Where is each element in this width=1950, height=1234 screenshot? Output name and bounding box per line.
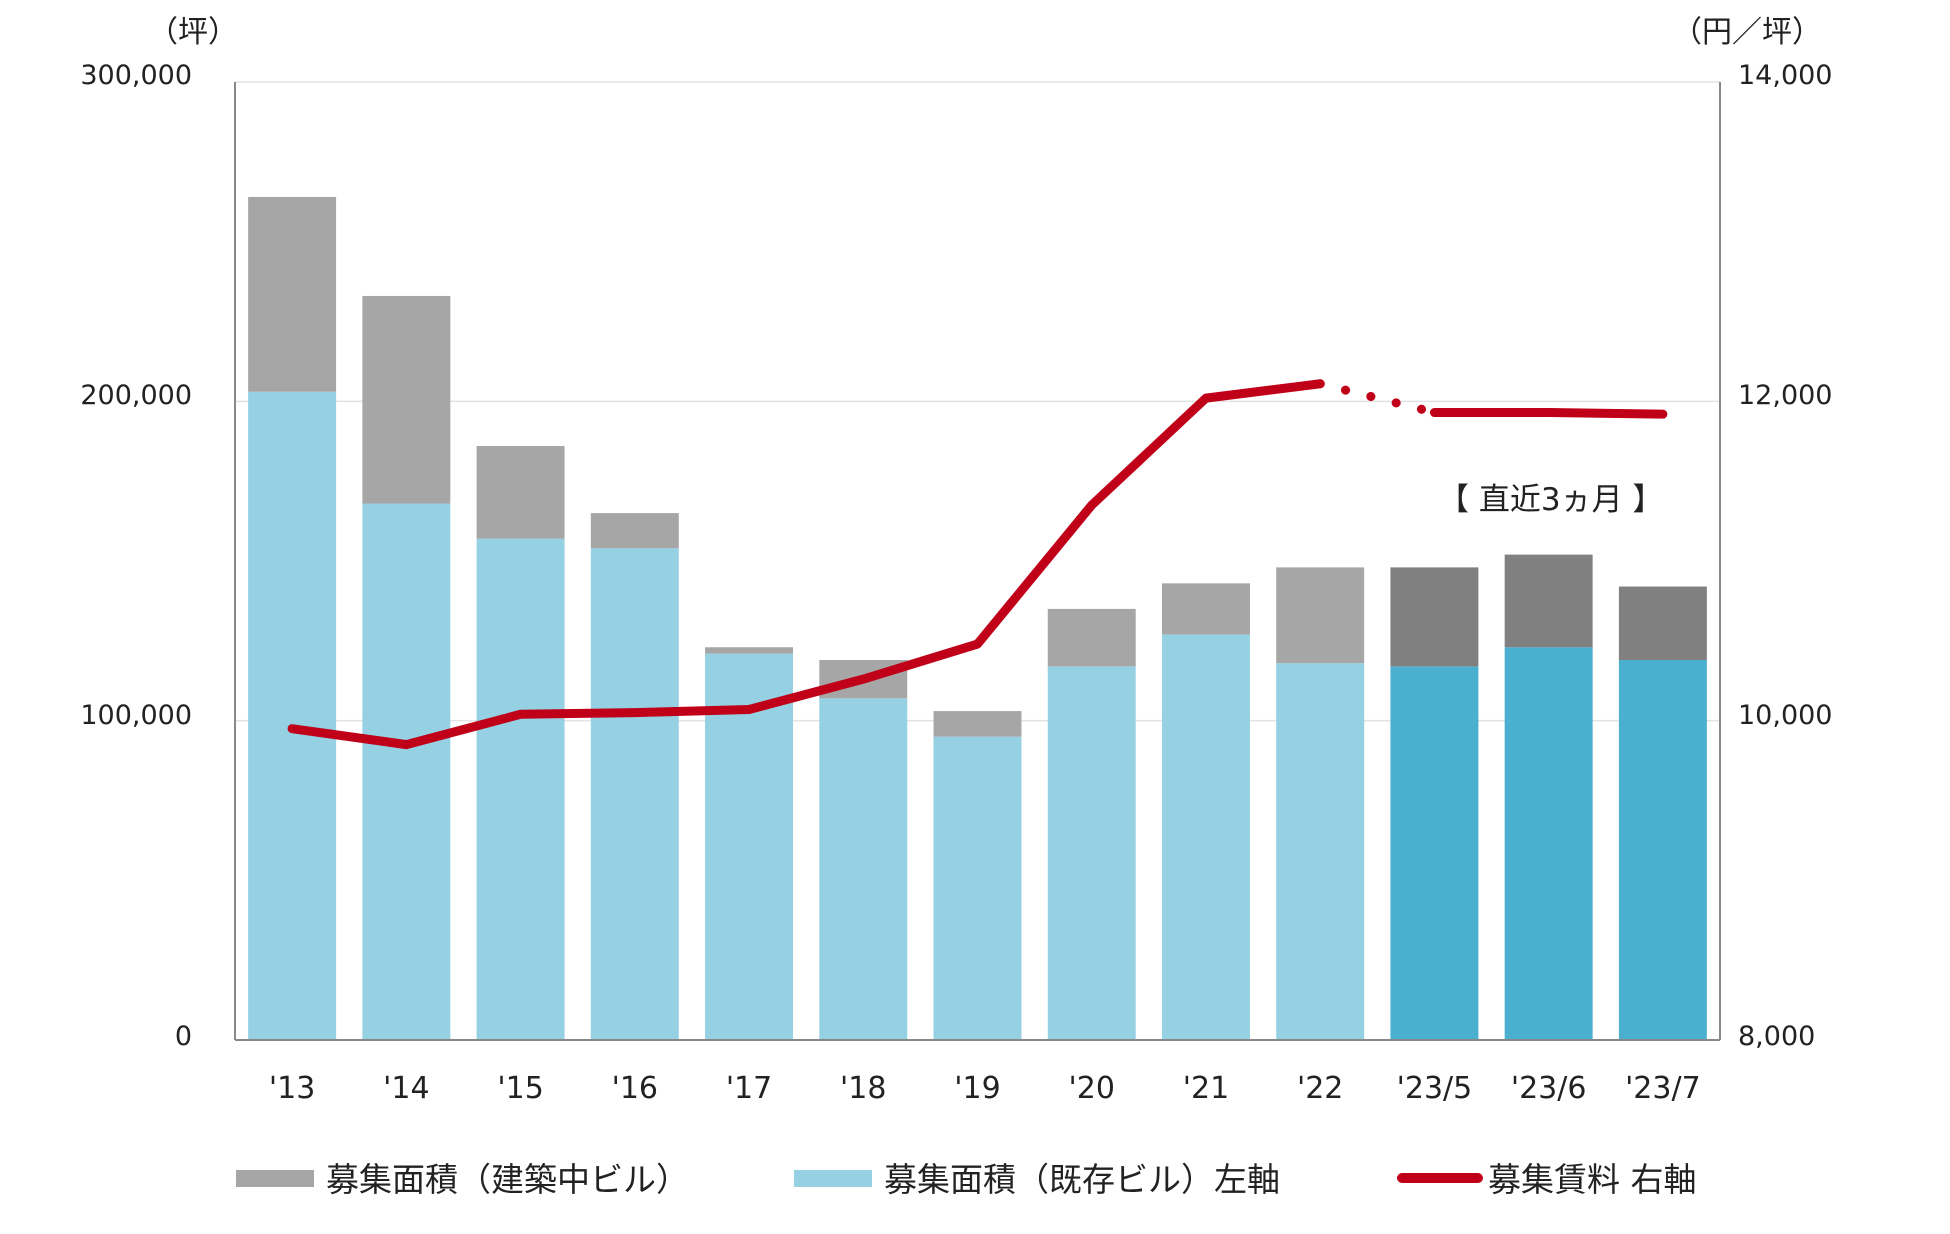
bar-construction — [362, 295, 451, 504]
bar-existing — [1276, 663, 1365, 1040]
legend-swatch-existing — [794, 1170, 872, 1187]
bars — [248, 196, 1707, 1041]
legend-label-existing: 募集面積（既存ビル）左軸 — [884, 1160, 1280, 1199]
left-tick-label: 200,000 — [80, 380, 192, 411]
bar-construction — [705, 647, 794, 654]
rent-line-annual — [287, 379, 1325, 750]
right-tick-label: 10,000 — [1738, 700, 1832, 731]
right-tick-label: 12,000 — [1738, 380, 1832, 411]
x-tick-label: '23/6 — [1511, 1071, 1587, 1106]
left-axis-unit: （坪） — [148, 15, 238, 50]
x-tick-label: '17 — [726, 1071, 772, 1106]
right-axis-ticks: 8,000 10,000 12,000 14,000 — [1738, 60, 1832, 1052]
bar-existing — [705, 653, 794, 1040]
bar-existing — [1047, 666, 1136, 1040]
x-tick-label: '23/5 — [1397, 1071, 1473, 1106]
bar-existing — [819, 698, 908, 1040]
x-tick-label: '21 — [1183, 1071, 1229, 1106]
axes — [234, 82, 1721, 1041]
x-tick-label: '15 — [497, 1071, 543, 1106]
bar-existing — [1161, 634, 1250, 1040]
bar-existing — [1504, 647, 1593, 1040]
bar-existing — [1618, 659, 1707, 1040]
bar-existing — [248, 391, 337, 1041]
rent-line-recent — [1429, 408, 1668, 419]
legend-label-construction: 募集面積（建築中ビル） — [326, 1160, 689, 1199]
left-tick-label: 300,000 — [80, 60, 192, 91]
bar-construction — [476, 446, 565, 539]
bar-construction — [1504, 554, 1593, 648]
bar-existing — [933, 736, 1022, 1040]
gridlines — [235, 81, 1720, 722]
legend: 募集面積（建築中ビル） 募集面積（既存ビル）左軸 募集賃料 右軸 — [236, 1160, 1697, 1199]
x-tick-label: '13 — [269, 1071, 315, 1106]
bar-construction — [590, 513, 679, 549]
legend-label-rent: 募集賃料 右軸 — [1488, 1160, 1697, 1199]
right-tick-label: 14,000 — [1738, 60, 1832, 91]
bar-construction — [1390, 567, 1479, 667]
recent-annotation: 【 直近3ヵ月 】 — [1438, 482, 1663, 518]
bar-existing — [362, 503, 451, 1040]
left-axis-ticks: 0 100,000 200,000 300,000 — [80, 60, 192, 1052]
left-tick-label: 100,000 — [80, 700, 192, 731]
rent-line — [287, 379, 1668, 750]
bar-existing — [476, 538, 565, 1040]
x-tick-label: '18 — [840, 1071, 886, 1106]
x-tick-label: '23/7 — [1625, 1071, 1701, 1106]
right-axis-unit: （円／坪） — [1672, 15, 1822, 50]
x-tick-label: '22 — [1297, 1071, 1343, 1106]
x-tick-label: '19 — [954, 1071, 1000, 1106]
bar-existing — [1390, 666, 1479, 1040]
bar-construction — [1276, 567, 1365, 664]
x-tick-label: '14 — [383, 1071, 429, 1106]
x-axis-ticks: '13 '14 '15 '16 '17 '18 '19 '20 '21 '22 … — [269, 1071, 1701, 1106]
bar-construction — [248, 196, 337, 392]
rent-line-gap — [1315, 379, 1439, 418]
bar-construction — [1618, 586, 1707, 660]
left-tick-label: 0 — [175, 1021, 192, 1052]
bar-construction — [933, 711, 1022, 737]
x-tick-label: '20 — [1069, 1071, 1115, 1106]
right-tick-label: 8,000 — [1738, 1021, 1815, 1052]
bar-construction — [1047, 608, 1136, 667]
x-tick-label: '16 — [612, 1071, 658, 1106]
bar-existing — [590, 548, 679, 1040]
legend-swatch-construction — [236, 1170, 314, 1187]
bar-construction — [1161, 583, 1250, 635]
